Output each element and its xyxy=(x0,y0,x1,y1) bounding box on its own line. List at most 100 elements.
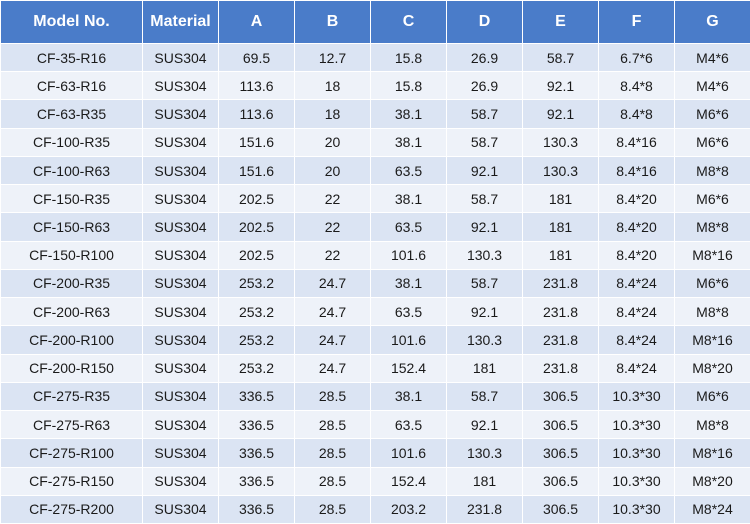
table-row: CF-275-R63 SUS304 336.5 28.5 63.5 92.1 306.5 10… xyxy=(0,410,750,440)
table-row: CF-275-R35 SUS304 336.5 28.5 38.1 58.7 306.5 10… xyxy=(0,381,750,412)
cell-material: SUS304 xyxy=(142,42,219,73)
cell-d: 231.8 xyxy=(446,494,523,524)
cell-model-no: CF-100-R35 xyxy=(0,127,143,157)
cell-f: 10.3*30 xyxy=(598,410,675,440)
cell-e: 130.3 xyxy=(522,127,599,157)
cell-c: 38.1 xyxy=(370,127,447,157)
cell-b: 24.7 xyxy=(294,353,371,383)
cell-b: 18 xyxy=(294,71,371,101)
col-header-material: Material xyxy=(142,0,219,44)
cell-model-no: CF-275-R100 xyxy=(0,438,143,468)
cell-material: SUS304 xyxy=(142,99,219,129)
header-row: Model No. Material A B C D E F G xyxy=(0,0,750,44)
cell-f: 10.3*30 xyxy=(598,381,675,412)
cell-a: 336.5 xyxy=(218,410,295,440)
cell-model-no: CF-275-R150 xyxy=(0,466,143,496)
cell-material: SUS304 xyxy=(142,127,219,157)
table-row: CF-150-R100 SUS304 202.5 22 101.6 130.3 181 8.4… xyxy=(0,240,750,270)
table-row: CF-100-R63 SUS304 151.6 20 63.5 92.1 130.3 8.4*… xyxy=(0,155,750,186)
table-row: CF-150-R35 SUS304 202.5 22 38.1 58.7 181 8.4*20… xyxy=(0,184,750,214)
cell-f: 8.4*24 xyxy=(598,353,675,383)
cell-model-no: CF-150-R100 xyxy=(0,240,143,270)
cell-f: 8.4*8 xyxy=(598,99,675,129)
cell-model-no: CF-200-R63 xyxy=(0,297,143,327)
cell-f: 8.4*24 xyxy=(598,325,675,355)
cell-a: 336.5 xyxy=(218,494,295,524)
cell-g: M8*20 xyxy=(674,353,750,383)
cell-e: 92.1 xyxy=(522,71,599,101)
cell-e: 306.5 xyxy=(522,466,599,496)
cell-c: 101.6 xyxy=(370,438,447,468)
cell-f: 8.4*24 xyxy=(598,268,675,299)
cell-material: SUS304 xyxy=(142,268,219,299)
cell-material: SUS304 xyxy=(142,155,219,186)
cell-e: 306.5 xyxy=(522,410,599,440)
cell-c: 203.2 xyxy=(370,494,447,524)
table-body: CF-35-R16 SUS304 69.5 12.7 15.8 26.9 58.7 6.7*6… xyxy=(0,42,750,524)
table-row: CF-63-R16 SUS304 113.6 18 15.8 26.9 92.1 8.4*8 M… xyxy=(0,71,750,101)
cell-g: M4*6 xyxy=(674,42,750,73)
cell-material: SUS304 xyxy=(142,240,219,270)
table-row: CF-275-R200 SUS304 336.5 28.5 203.2 231.8 306.… xyxy=(0,494,750,524)
table-row: CF-200-R100 SUS304 253.2 24.7 101.6 130.3 231.… xyxy=(0,325,750,355)
cell-b: 28.5 xyxy=(294,494,371,524)
cell-model-no: CF-150-R35 xyxy=(0,184,143,214)
cell-d: 92.1 xyxy=(446,410,523,440)
cell-model-no: CF-63-R35 xyxy=(0,99,143,129)
cell-c: 38.1 xyxy=(370,268,447,299)
cell-b: 18 xyxy=(294,99,371,129)
cell-model-no: CF-100-R63 xyxy=(0,155,143,186)
cell-g: M4*6 xyxy=(674,71,750,101)
table-row: CF-35-R16 SUS304 69.5 12.7 15.8 26.9 58.7 6.7*6… xyxy=(0,42,750,73)
cell-b: 12.7 xyxy=(294,42,371,73)
cell-f: 8.4*20 xyxy=(598,212,675,242)
cell-b: 20 xyxy=(294,155,371,186)
table-header: Model No. Material A B C D E F G xyxy=(0,0,750,44)
cell-a: 336.5 xyxy=(218,438,295,468)
cell-c: 38.1 xyxy=(370,99,447,129)
cell-e: 181 xyxy=(522,240,599,270)
cell-f: 6.7*6 xyxy=(598,42,675,73)
cell-a: 202.5 xyxy=(218,212,295,242)
cell-model-no: CF-63-R16 xyxy=(0,71,143,101)
cell-d: 92.1 xyxy=(446,155,523,186)
cell-e: 231.8 xyxy=(522,268,599,299)
col-header-f: F xyxy=(598,0,675,44)
cell-g: M6*6 xyxy=(674,381,750,412)
cell-f: 8.4*20 xyxy=(598,240,675,270)
cell-c: 15.8 xyxy=(370,71,447,101)
cell-g: M8*8 xyxy=(674,212,750,242)
cell-b: 20 xyxy=(294,127,371,157)
cell-material: SUS304 xyxy=(142,410,219,440)
cell-d: 58.7 xyxy=(446,381,523,412)
table-row: CF-63-R35 SUS304 113.6 18 38.1 58.7 92.1 8.4*8 M… xyxy=(0,99,750,129)
col-header-b: B xyxy=(294,0,371,44)
col-header-a: A xyxy=(218,0,295,44)
cell-d: 92.1 xyxy=(446,297,523,327)
cell-b: 28.5 xyxy=(294,381,371,412)
table-row: CF-200-R150 SUS304 253.2 24.7 152.4 181 231.8 8… xyxy=(0,353,750,383)
cell-material: SUS304 xyxy=(142,381,219,412)
cell-f: 10.3*30 xyxy=(598,494,675,524)
cell-e: 58.7 xyxy=(522,42,599,73)
cell-c: 38.1 xyxy=(370,381,447,412)
cell-a: 113.6 xyxy=(218,99,295,129)
cell-model-no: CF-275-R35 xyxy=(0,381,143,412)
cell-e: 231.8 xyxy=(522,353,599,383)
cell-a: 202.5 xyxy=(218,240,295,270)
cell-f: 8.4*24 xyxy=(598,297,675,327)
cell-a: 151.6 xyxy=(218,127,295,157)
col-header-g: G xyxy=(674,0,750,44)
cell-a: 151.6 xyxy=(218,155,295,186)
cell-g: M8*16 xyxy=(674,325,750,355)
cell-b: 22 xyxy=(294,184,371,214)
cell-c: 15.8 xyxy=(370,42,447,73)
cell-c: 101.6 xyxy=(370,325,447,355)
cell-model-no: CF-200-R150 xyxy=(0,353,143,383)
cell-d: 58.7 xyxy=(446,99,523,129)
cell-material: SUS304 xyxy=(142,325,219,355)
cell-f: 10.3*30 xyxy=(598,438,675,468)
col-header-c: C xyxy=(370,0,447,44)
cell-g: M8*8 xyxy=(674,410,750,440)
cell-d: 181 xyxy=(446,466,523,496)
